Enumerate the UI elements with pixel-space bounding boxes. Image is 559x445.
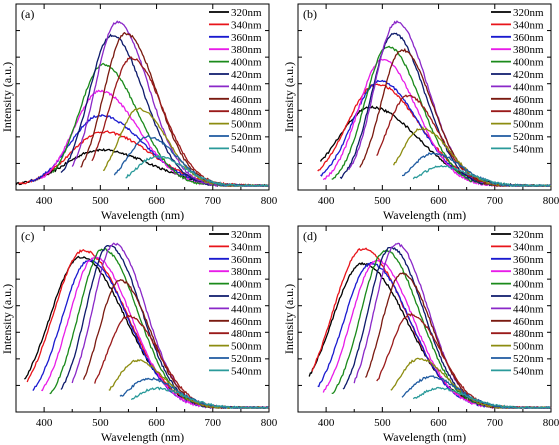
series-line-540nm [125,154,269,187]
legend-entry: 400nm [231,57,262,69]
y-axis-label: Intensity (a.u.) [282,284,296,354]
legend-entry: 380nm [513,266,544,278]
x-tick-label: 700 [487,195,504,207]
legend-entry: 520nm [231,131,262,143]
legend-entry: 540nm [231,365,262,377]
legend-entry: 360nm [513,32,544,44]
legend-entry: 480nm [513,106,544,118]
legend-entry: 520nm [231,353,262,365]
legend-entry: 500nm [231,341,262,353]
legend-entry: 400nm [513,57,544,69]
series-line-540nm [130,386,269,409]
y-axis-label: Intensity (a.u.) [0,62,14,132]
x-tick-label: 400 [36,417,53,429]
legend-entry: 480nm [231,328,262,340]
legend-entry: 520nm [513,131,544,143]
legend-entry: 420nm [513,291,544,303]
x-tick-label: 800 [543,195,559,207]
plot-frame [297,225,552,413]
x-tick-label: 700 [205,195,222,207]
x-tick-label: 500 [374,195,391,207]
x-tick-label: 600 [148,195,165,207]
legend-entry: 540nm [231,143,262,155]
x-tick-label: 400 [36,195,53,207]
legend-entry: 380nm [231,44,262,56]
legend-entry: 320nm [513,229,544,241]
legend-entry: 440nm [513,303,544,315]
panel-label: (d) [303,229,317,243]
x-tick-label: 800 [261,417,278,429]
legend-entry: 340nm [513,241,544,253]
legend-entry: 500nm [513,119,544,131]
panel-label: (b) [303,7,317,21]
x-axis-label: Wavelength (nm) [101,430,184,444]
x-tick-label: 400 [318,417,335,429]
legend-entry: 540nm [513,143,544,155]
legend-entry: 440nm [231,303,262,315]
legend-entry: 360nm [513,254,544,266]
chart-panel-c: 400 500 600 700 800 Wavelength (nm) Intensity … [0,225,278,444]
legend-entry: 320nm [513,7,544,19]
legend-entry: 460nm [231,94,262,106]
legend-entry: 400nm [513,279,544,291]
legend-entry: 420nm [513,69,544,81]
legend-entry: 420nm [231,69,262,81]
x-tick-label: 700 [205,417,222,429]
x-axis-label: Wavelength (nm) [383,430,466,444]
plot-frame [15,3,270,191]
legend-entry: 360nm [231,254,262,266]
legend-entry: 440nm [513,81,544,93]
legend-entry: 480nm [513,328,544,340]
x-tick-label: 600 [148,417,165,429]
plot-frame [297,3,552,191]
x-tick-label: 700 [487,417,504,429]
legend-entry: 380nm [513,44,544,56]
legend-entry: 320nm [231,229,262,241]
legend-entry: 500nm [513,341,544,353]
panel-label: (c) [21,229,34,243]
panel-label: (a) [21,7,34,21]
x-tick-label: 800 [261,195,278,207]
legend-entry: 400nm [231,279,262,291]
plot-frame [15,225,270,413]
chart-panel-d: 400 500 600 700 800 Wavelength (nm) Intensity … [282,225,559,444]
series-line-540nm [412,386,551,410]
legend-entry: 520nm [513,353,544,365]
legend-entry: 320nm [231,7,262,19]
legend-entry: 420nm [231,291,262,303]
x-tick-label: 500 [92,195,109,207]
legend-entry: 460nm [513,94,544,106]
x-axis-label: Wavelength (nm) [383,208,466,222]
x-tick-label: 500 [374,417,391,429]
x-axis-label: Wavelength (nm) [101,208,184,222]
legend-entry: 340nm [513,19,544,31]
legend-entry: 440nm [231,81,262,93]
x-tick-label: 800 [543,417,559,429]
y-axis-label: Intensity (a.u.) [0,284,14,354]
legend-entry: 380nm [231,266,262,278]
legend-entry: 540nm [513,365,544,377]
chart-panel-a: 400 500 600 700 800 Wavelength (nm) Intensity … [0,3,278,222]
legend-entry: 460nm [513,316,544,328]
x-tick-label: 600 [430,195,447,207]
legend-entry: 360nm [231,32,262,44]
chart-panel-b: 400 500 600 700 800 Wavelength (nm) Intensity … [282,3,559,222]
legend-entry: 340nm [231,241,262,253]
series-line-540nm [412,164,551,187]
legend-entry: 340nm [231,19,262,31]
legend-entry: 480nm [231,106,262,118]
y-axis-label: Intensity (a.u.) [282,62,296,132]
x-tick-label: 400 [318,195,335,207]
legend-entry: 500nm [231,119,262,131]
x-tick-label: 600 [430,417,447,429]
legend-entry: 460nm [231,316,262,328]
x-tick-label: 500 [92,417,109,429]
